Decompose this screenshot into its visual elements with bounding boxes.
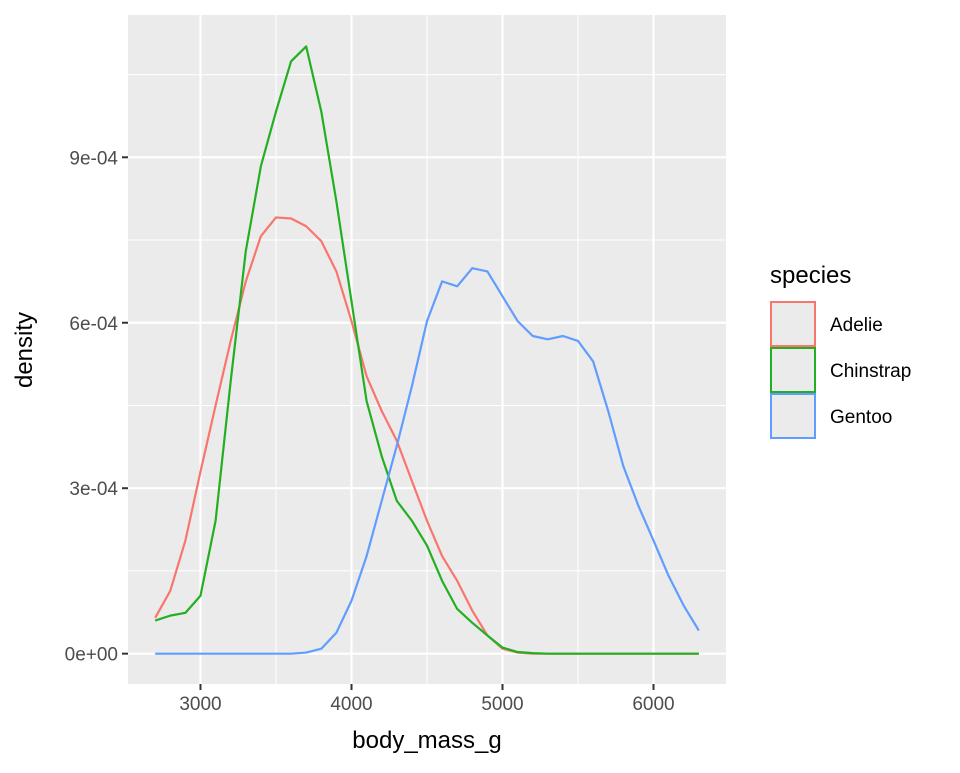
x-tick-label: 6000 (632, 694, 674, 715)
legend: species Adelie Chinstrap Gentoo (770, 262, 911, 439)
lines (154, 45, 700, 655)
x-tick-label: 4000 (330, 694, 372, 715)
y-tick-label: 3e-04 (69, 479, 118, 500)
y-axis-title: density (11, 312, 38, 388)
axes: 3000 4000 5000 6000 0e+00 3e-04 6e-04 9e-04 (65, 148, 675, 715)
y-tick-label: 6e-04 (69, 314, 118, 335)
legend-key (770, 393, 816, 439)
density-line (155, 267, 700, 655)
x-tick-label: 5000 (481, 694, 523, 715)
legend-label: Gentoo (830, 407, 892, 428)
legend-title: species (770, 262, 851, 289)
density-line (154, 45, 699, 655)
legend-label: Chinstrap (830, 361, 911, 382)
y-tick-label: 0e+00 (65, 645, 118, 666)
y-tick-label: 9e-04 (69, 148, 118, 169)
legend-key (770, 301, 816, 347)
legend-key (770, 347, 816, 393)
x-axis-title: body_mass_g (352, 727, 501, 754)
legend-label: Adelie (830, 315, 883, 336)
x-tick-label: 3000 (179, 694, 221, 715)
